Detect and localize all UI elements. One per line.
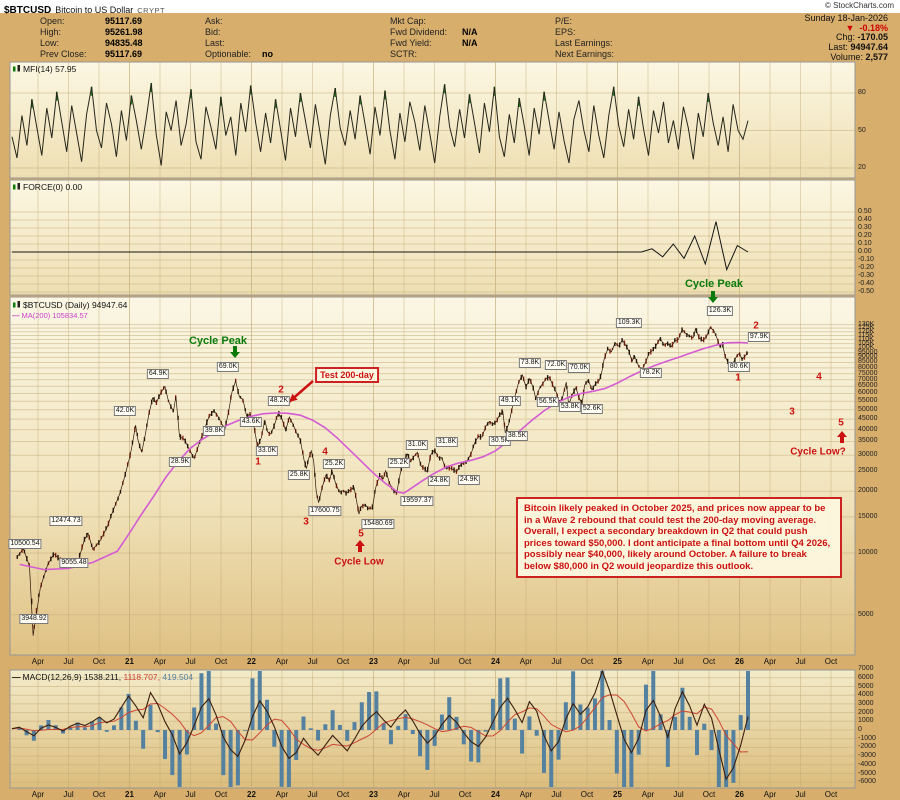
price-panel-label: $BTCUSD (Daily) 94947.64 (12, 300, 127, 310)
mfi-panel-label: MFI(14) 57.95 (12, 64, 76, 74)
header-column-col3: Mkt Cap: Fwd Dividend: N/A Fwd Yield: N/A SCT… (390, 16, 478, 60)
quote-field: Last Earnings: (555, 38, 625, 49)
pct-change-row: ▼ -0.18% (804, 22, 888, 34)
chg-value: -170.05 (857, 32, 888, 43)
copyright-link[interactable]: © StockCharts.com (824, 1, 894, 10)
quote-field-label: Mkt Cap: (390, 16, 427, 26)
ticker-symbol: $BTCUSD (4, 5, 52, 16)
quote-date: Sunday 18-Jan-2026 (804, 13, 888, 23)
macd-signal-value: 1118.707, (123, 672, 161, 682)
macd-hist-value: 419.504 (162, 672, 194, 682)
quote-field-label: Open: (40, 16, 65, 26)
quote-field: Optionable: no (205, 49, 273, 60)
quote-field-label: Low: (40, 38, 60, 48)
quote-field-label: Optionable: (205, 49, 252, 59)
ma200-legend: — MA(200) 105834.57 (12, 311, 88, 320)
green-down-arrow-icon (708, 291, 718, 303)
red-up-arrow-icon (837, 431, 847, 443)
quote-field: EPS: (555, 27, 625, 38)
quote-field: Last: (205, 38, 273, 49)
quote-field-label: Prev Close: (40, 49, 87, 59)
force-panel-label: FORCE(0) 0.00 (12, 182, 82, 192)
line-swatch-icon: — (12, 311, 20, 320)
quote-field-value: no (262, 49, 273, 59)
exchange-tag: CRYPT (137, 6, 166, 15)
volume-value: 2,577 (865, 51, 888, 62)
quote-field-label: High: (40, 27, 62, 37)
quote-field-label: Fwd Dividend: (390, 27, 448, 37)
title-bar: $BTCUSD Bitcoin to US Dollar CRYPT © Stock… (0, 0, 900, 16)
down-triangle-icon: ▼ (845, 22, 860, 33)
header-column-col4: P/E: EPS: Last Earnings: Next Earnings: (555, 16, 625, 60)
quote-field-value: 94835.48 (105, 38, 143, 48)
quote-field-label: Ask: (205, 16, 223, 26)
quote-field: Open: 95117.69 (40, 16, 143, 27)
quote-field: High: 95261.98 (40, 27, 143, 38)
indicator-icon (13, 301, 20, 308)
header-column-col1: Open: 95117.69 High: 95261.98 Low: 94835.48 Pr… (40, 16, 143, 60)
green-down-arrow-icon (230, 346, 240, 358)
macd-panel-label: — MACD(12,26,9) 1538.211, 1118.707, 419.5… (12, 672, 194, 682)
quote-header: Sunday 18-Jan-2026 ▼ -0.18% Chg: -170.05… (0, 13, 900, 62)
last-value: 94947.64 (850, 42, 888, 53)
quote-field-value: N/A (462, 27, 478, 37)
chg-row: Chg: -170.05 (835, 32, 888, 43)
line-swatch-icon: — (12, 672, 21, 682)
quote-field-value: N/A (462, 38, 478, 48)
quote-field: Fwd Dividend: N/A (390, 27, 478, 38)
quote-field: Prev Close: 95117.69 (40, 49, 143, 60)
quote-summary: Sunday 18-Jan-2026 ▼ -0.18% Chg: -170.05… (804, 13, 888, 63)
quote-field: SCTR: (390, 49, 478, 60)
red-up-arrow-icon (355, 540, 365, 552)
last-row: Last: 94947.64 (828, 42, 888, 53)
indicator-icon (13, 65, 20, 72)
quote-field-label: Bid: (205, 27, 221, 37)
quote-field-value: 95117.69 (105, 49, 143, 59)
quote-field: Next Earnings: (555, 49, 625, 60)
quote-field-label: Last: (205, 38, 225, 48)
quote-field-value: 95261.98 (105, 27, 143, 37)
quote-field-label: Last Earnings: (555, 38, 613, 48)
quote-field: P/E: (555, 16, 625, 27)
pointer-arrow-icon (289, 393, 298, 402)
quote-field-value: 95117.69 (105, 16, 143, 26)
indicator-icon (13, 183, 20, 190)
quote-field: Low: 94835.48 (40, 38, 143, 49)
volume-row: Volume: 2,577 (830, 51, 888, 62)
quote-field-label: Next Earnings: (555, 49, 615, 59)
quote-field-label: SCTR: (390, 49, 417, 59)
quote-field: Fwd Yield: N/A (390, 38, 478, 49)
quote-field: Bid: (205, 27, 273, 38)
ticker-name: Bitcoin to US Dollar (55, 5, 134, 15)
quote-field-label: Fwd Yield: (390, 38, 432, 48)
quote-field-label: EPS: (555, 27, 576, 37)
pct-change: -0.18% (859, 22, 888, 33)
header-column-col2: Ask: Bid: Last: Optionable: no (205, 16, 273, 60)
quote-field: Mkt Cap: (390, 16, 478, 27)
quote-field: Ask: (205, 16, 273, 27)
analyst-commentary-box: Bitcoin likely peaked in October 2025, a… (516, 497, 842, 579)
quote-field-label: P/E: (555, 16, 573, 26)
